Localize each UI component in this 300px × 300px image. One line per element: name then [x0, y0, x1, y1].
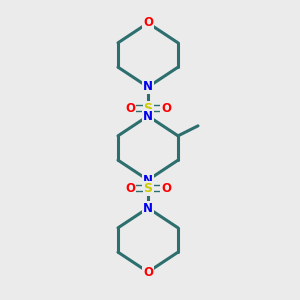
Text: O: O [125, 182, 135, 194]
Text: N: N [143, 110, 153, 122]
Text: O: O [143, 16, 153, 29]
Text: N: N [143, 202, 153, 214]
Text: N: N [143, 173, 153, 187]
Text: O: O [143, 266, 153, 278]
Text: N: N [143, 80, 153, 94]
Text: S: S [143, 101, 152, 115]
Text: O: O [161, 101, 171, 115]
Text: O: O [161, 182, 171, 194]
Text: O: O [125, 101, 135, 115]
Text: S: S [143, 182, 152, 194]
